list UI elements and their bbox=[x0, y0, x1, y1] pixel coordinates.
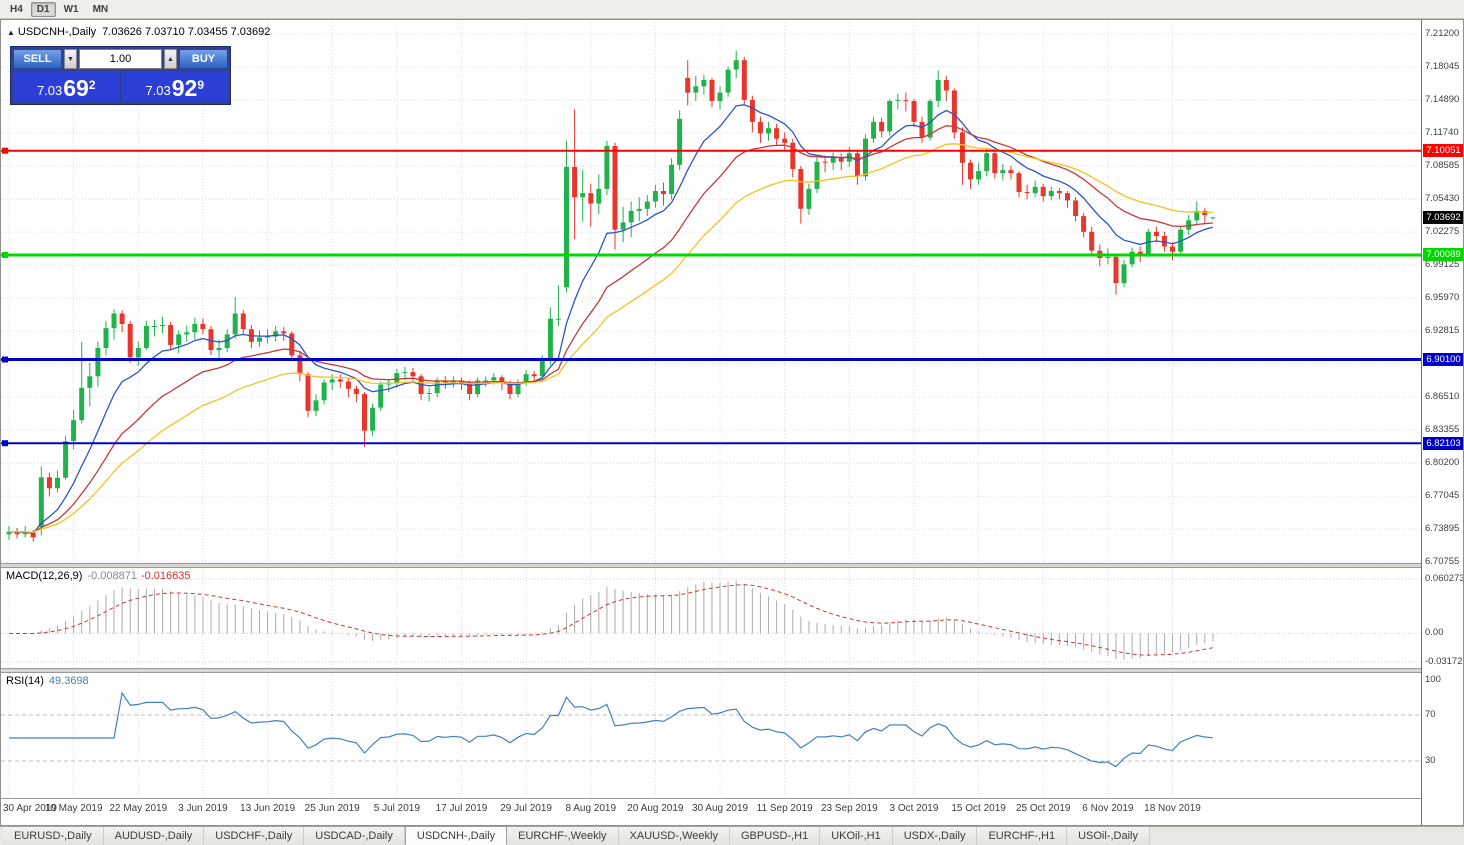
rsi-label: RSI(14) 49.3698 bbox=[6, 675, 89, 687]
rsi-tick-label: 70 bbox=[1425, 708, 1436, 720]
chart-tab-gbpusdh1[interactable]: GBPUSD-,H1 bbox=[729, 827, 821, 845]
chart-tab-eurchfweekly[interactable]: EURCHF-,Weekly bbox=[507, 827, 619, 845]
price-axis[interactable]: 7.21200 7.18045 7.14890 7.11740 7.08585 7.054… bbox=[1421, 20, 1464, 825]
chart-tab-usdchfdaily[interactable]: USDCHF-,Daily bbox=[204, 827, 305, 845]
date-tick-label: 10 May 2019 bbox=[44, 803, 103, 814]
price-tick-label: 7.08585 bbox=[1425, 160, 1460, 172]
chart-tab-usdcaddaily[interactable]: USDCAD-,Daily bbox=[304, 827, 405, 845]
date-tick-label: 18 Nov 2019 bbox=[1144, 803, 1201, 814]
chart-tab-eurchfh1[interactable]: EURCHF-,H1 bbox=[977, 827, 1068, 845]
level-price-label: 6.90100 bbox=[1423, 353, 1463, 367]
chart-tab-ukoilh1[interactable]: UKOil-,H1 bbox=[820, 827, 893, 845]
date-tick-label: 25 Oct 2019 bbox=[1015, 803, 1071, 814]
chart-tab-eurusddaily[interactable]: EURUSD-,Daily bbox=[3, 827, 104, 845]
volume-increase-button[interactable]: ▲ bbox=[164, 49, 177, 69]
macd-signal-line bbox=[8, 584, 1213, 656]
timeframe-button-d1[interactable]: D1 bbox=[30, 1, 56, 17]
rsi-tick-label: 30 bbox=[1425, 754, 1436, 766]
chart-symbol-period: USDCNH-,Daily bbox=[17, 26, 97, 38]
volume-input[interactable] bbox=[79, 49, 162, 69]
one-click-collapse-icon[interactable]: ▲ bbox=[7, 28, 15, 37]
macd-label: MACD(12,26,9) -0.008871 -0.016635 bbox=[6, 570, 191, 582]
date-tick-label: 6 Nov 2019 bbox=[1082, 803, 1134, 814]
level-price-label: 7.10051 bbox=[1423, 144, 1463, 158]
price-tick-label: 6.70755 bbox=[1425, 556, 1460, 567]
volume-decrease-button[interactable]: ▼ bbox=[64, 49, 77, 69]
chart-title: ▲ USDCNH-,Daily 7.03626 7.03710 7.03455 7.… bbox=[7, 26, 270, 38]
price-tick-label: 6.83355 bbox=[1425, 424, 1460, 436]
sell-price-pipette: 2 bbox=[88, 78, 96, 92]
sell-price-display[interactable]: 7.03 69 2 bbox=[13, 71, 120, 102]
price-tick-label: 7.05430 bbox=[1425, 193, 1460, 205]
main-price-chart[interactable] bbox=[1, 23, 1421, 563]
price-tick-label: 6.86510 bbox=[1425, 391, 1460, 403]
chart-tab-audusddaily[interactable]: AUDUSD-,Daily bbox=[103, 827, 205, 845]
current-price-label: 7.03692 bbox=[1423, 210, 1463, 224]
price-tick-label: 6.92815 bbox=[1425, 325, 1460, 337]
buy-price-pips: 92 bbox=[171, 75, 198, 101]
date-tick-label: 23 Sep 2019 bbox=[820, 803, 878, 814]
buy-price-display[interactable]: 7.03 92 9 bbox=[121, 71, 228, 102]
chart-tab-bar: EURUSD-,Daily AUDUSD-,Daily USDCHF-,Daily U… bbox=[0, 826, 1464, 845]
date-tick-label: 11 Sep 2019 bbox=[756, 803, 813, 814]
chart-tab-usoildaily[interactable]: USOil-,Daily bbox=[1067, 827, 1150, 845]
price-tick-label: 6.80200 bbox=[1425, 457, 1460, 469]
buy-price-prefix: 7.03 bbox=[145, 83, 171, 98]
chart-window: ▲ USDCNH-,Daily 7.03626 7.03710 7.03455 7.… bbox=[0, 19, 1464, 826]
time-axis[interactable]: 30 Apr 2019 10 May 2019 22 May 2019 3 Jun 2… bbox=[1, 798, 1421, 820]
date-tick-label: 3 Jun 2019 bbox=[178, 803, 228, 814]
price-tick-label: 7.11740 bbox=[1425, 127, 1459, 138]
ma-slow-yellow bbox=[8, 143, 1213, 533]
level-price-label: 7.00089 bbox=[1423, 248, 1463, 262]
ma-mid-red bbox=[8, 125, 1213, 534]
rsi-tick-label: 100 bbox=[1425, 674, 1441, 686]
date-tick-label: 17 Jul 2019 bbox=[435, 803, 488, 814]
price-tick-label: 7.21200 bbox=[1425, 27, 1460, 39]
sell-price-prefix: 7.03 bbox=[36, 83, 63, 98]
price-tick-label: 7.18045 bbox=[1425, 61, 1460, 72]
macd-tick-label: -0.031725 bbox=[1425, 656, 1464, 668]
price-tick-label: 6.99125 bbox=[1425, 259, 1460, 271]
date-tick-label: 15 Oct 2019 bbox=[951, 803, 1006, 814]
price-tick-label: 6.77045 bbox=[1425, 490, 1460, 502]
sell-price-pips: 69 bbox=[63, 75, 89, 101]
sell-button[interactable]: SELL bbox=[13, 49, 62, 69]
chart-tab-usdxdaily[interactable]: USDX-,Daily bbox=[892, 827, 978, 845]
date-tick-label: 3 Oct 2019 bbox=[889, 803, 939, 814]
price-tick-label: 7.02275 bbox=[1425, 226, 1460, 238]
date-tick-label: 22 May 2019 bbox=[109, 803, 168, 814]
price-tick-label: 6.95970 bbox=[1425, 292, 1460, 304]
rsi-indicator-pane[interactable] bbox=[1, 673, 1421, 798]
date-tick-label: 13 Jun 2019 bbox=[240, 803, 296, 814]
price-tick-label: 6.73895 bbox=[1425, 523, 1460, 535]
timeframe-buttons: H4 D1 W1 MN bbox=[4, 1, 116, 17]
timeframe-button-h4[interactable]: H4 bbox=[10, 3, 23, 15]
buy-price-pipette: 9 bbox=[197, 78, 205, 92]
level-price-label: 6.82103 bbox=[1423, 436, 1463, 450]
pane-splitter-rsi[interactable] bbox=[1, 668, 1421, 673]
pane-splitter-macd[interactable] bbox=[1, 563, 1421, 568]
date-tick-label: 30 Aug 2019 bbox=[691, 803, 749, 814]
date-tick-label: 25 Jun 2019 bbox=[304, 803, 360, 814]
ma-fast-blue bbox=[8, 104, 1214, 534]
chart-tab-usdcnhdaily[interactable]: USDCNH-,Daily bbox=[404, 826, 508, 845]
chart-ohlc-values: 7.03626 7.03710 7.03455 7.03692 bbox=[102, 26, 271, 38]
date-tick-label: 8 Aug 2019 bbox=[565, 803, 617, 814]
date-tick-label: 20 Aug 2019 bbox=[627, 803, 684, 814]
chart-tab-xauusdweekly[interactable]: XAUUSD-,Weekly bbox=[618, 827, 730, 845]
timeframe-button-mn[interactable]: MN bbox=[92, 3, 109, 15]
timeframe-button-w1[interactable]: W1 bbox=[63, 3, 79, 15]
date-tick-label: 5 Jul 2019 bbox=[373, 803, 420, 814]
date-tick-label: 29 Jul 2019 bbox=[500, 803, 552, 814]
macd-tick-label: 0.060273 bbox=[1425, 573, 1464, 585]
timeframe-toolbar: H4 D1 W1 MN bbox=[0, 0, 1464, 19]
price-tick-label: 7.14890 bbox=[1425, 94, 1460, 106]
date-tick-label: 30 Apr 2019 bbox=[3, 803, 57, 814]
macd-indicator-pane[interactable] bbox=[1, 568, 1421, 668]
rsi-line bbox=[9, 691, 1213, 768]
macd-tick-label: 0.00 bbox=[1425, 627, 1444, 639]
buy-button[interactable]: BUY bbox=[179, 49, 228, 69]
